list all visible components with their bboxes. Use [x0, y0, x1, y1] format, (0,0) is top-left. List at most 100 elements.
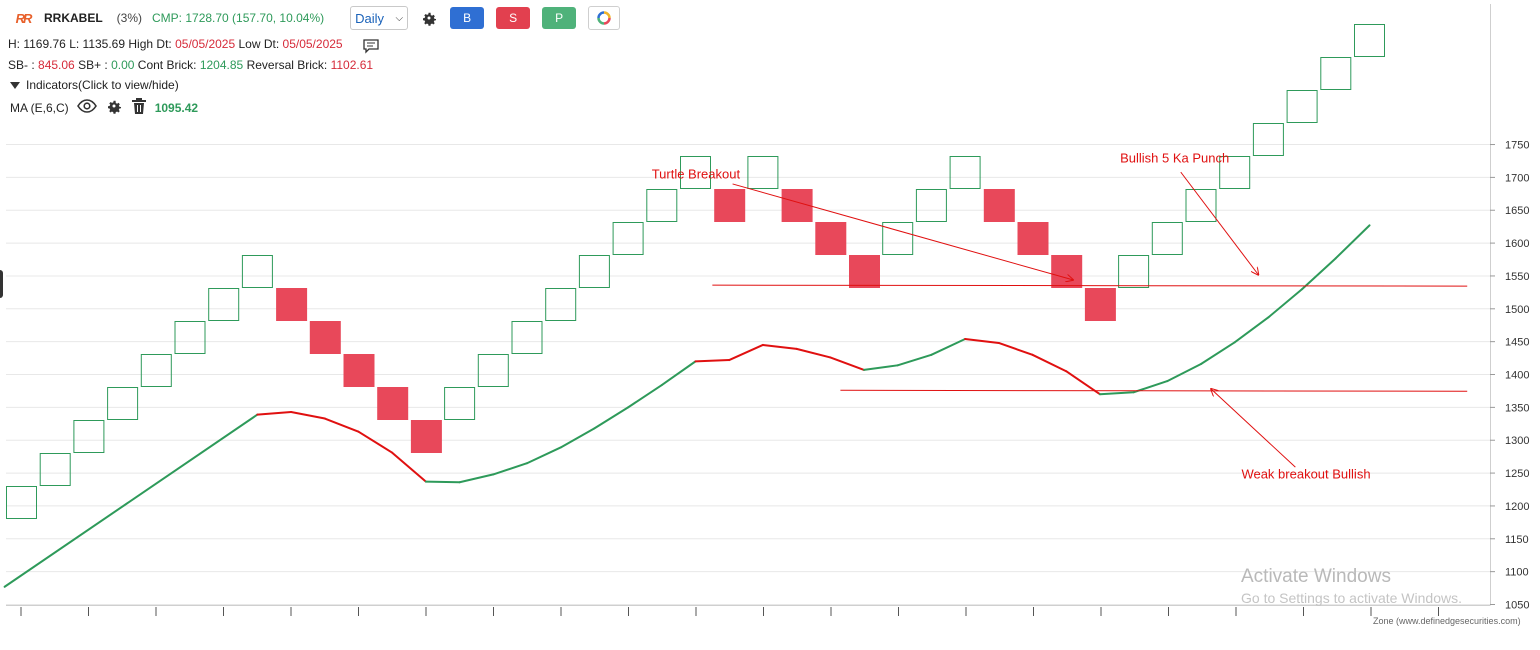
annotation-arrow — [1180, 171, 1259, 275]
up-brick — [578, 255, 610, 288]
indicators-toggle[interactable]: Indicators(Click to view/hide) — [10, 78, 179, 92]
high-label: H: — [8, 37, 20, 51]
ma-segment-up — [1098, 391, 1135, 396]
ma-segment-up — [896, 353, 933, 367]
up-brick — [1286, 90, 1318, 123]
down-brick — [815, 222, 847, 255]
y-tick-label: 1550 — [1505, 271, 1529, 283]
brick-percent: (3%) — [116, 11, 143, 25]
ma-segment-up — [526, 446, 562, 465]
sb-minus-value: 845.06 — [38, 58, 75, 72]
low-date: 05/05/2025 — [282, 37, 343, 51]
y-tick-label: 1300 — [1505, 435, 1529, 447]
up-brick — [140, 354, 172, 387]
ma-indicator-row: MA (E,6,C) 1095.42 — [10, 97, 198, 118]
chart-header: RR RRKABEL (3%) CMP: 1728.70 (157.70, 10… — [10, 6, 621, 30]
up-brick — [1354, 24, 1385, 57]
up-brick — [6, 486, 37, 519]
p-button[interactable]: P — [542, 7, 577, 29]
ma-segment-up — [1233, 316, 1270, 344]
up-brick — [208, 288, 240, 321]
ma-segment-up — [559, 427, 596, 449]
timeframe-value: Daily — [355, 10, 385, 26]
timeframe-select[interactable]: Daily ⌵ — [350, 6, 409, 30]
up-brick — [1118, 255, 1150, 288]
ma-segment-up — [1166, 363, 1202, 383]
up-brick — [1219, 156, 1251, 189]
y-tick-label: 1100 — [1505, 567, 1529, 579]
credit-text: Zone (www.definedgesecurities.com) — [1373, 616, 1521, 626]
ma-segment-down — [1031, 353, 1068, 373]
buy-button[interactable]: B — [450, 7, 485, 29]
brick-stats-row: SB- : 845.06 SB+ : 0.00 Cont Brick: 1204… — [8, 58, 373, 72]
ma-segment-down — [290, 410, 326, 420]
down-brick — [377, 387, 409, 420]
y-tick-label: 1150 — [1505, 534, 1529, 546]
down-brick — [276, 288, 308, 321]
reversal-brick-value: 1102.61 — [330, 58, 374, 72]
y-tick-label: 1450 — [1505, 337, 1529, 349]
triangle-down-icon — [10, 81, 20, 89]
trash-icon[interactable] — [131, 97, 147, 118]
panel-handle[interactable] — [0, 270, 3, 298]
color-wheel-icon[interactable] — [588, 6, 621, 30]
up-brick — [747, 156, 779, 189]
ma-segment-down — [391, 451, 427, 483]
ma-segment-down — [964, 338, 1000, 344]
up-brick — [1185, 189, 1217, 222]
ma-segment-down — [357, 430, 394, 454]
sb-minus-label: SB- : — [8, 58, 35, 72]
gear-icon[interactable] — [105, 97, 123, 118]
y-tick-label: 1250 — [1505, 468, 1529, 480]
ma-segment-up — [1200, 341, 1236, 366]
annotation-arrow — [732, 183, 1073, 280]
down-brick — [714, 189, 746, 222]
up-brick — [915, 189, 947, 222]
down-brick — [1084, 288, 1116, 321]
app-logo: RR — [15, 10, 33, 26]
ma-segment-up — [424, 480, 461, 484]
eye-icon[interactable] — [76, 99, 97, 116]
ma-segment-up — [627, 384, 663, 409]
up-brick — [444, 387, 476, 420]
sell-button[interactable]: S — [496, 7, 531, 29]
ma-segment-down — [795, 347, 832, 359]
down-brick — [1017, 222, 1049, 255]
ma-segment-down — [694, 359, 731, 363]
up-brick — [511, 321, 543, 354]
down-brick — [849, 255, 880, 288]
up-brick — [1320, 57, 1352, 90]
up-brick — [107, 387, 139, 420]
y-tick-label: 1750 — [1505, 140, 1529, 152]
gear-icon[interactable] — [420, 9, 438, 27]
annotation-label: Bullish 5 Ka Punch — [1120, 150, 1229, 165]
breakout-line — [840, 389, 1468, 392]
down-brick — [1051, 255, 1083, 288]
ma-segment-down — [323, 417, 360, 433]
watermark-title: Activate Windows — [1241, 566, 1391, 587]
comment-icon[interactable] — [362, 38, 380, 59]
cont-brick-value: 1204.85 — [199, 58, 244, 72]
up-brick — [241, 255, 273, 288]
ma-segment-down — [761, 343, 798, 350]
down-brick — [309, 321, 341, 354]
low-date-label: Low Dt: — [238, 37, 280, 51]
y-tick-label: 1700 — [1505, 172, 1529, 184]
ma-label: MA (E,6,C) — [10, 100, 69, 115]
up-brick — [174, 321, 206, 354]
indicators-label: Indicators(Click to view/hide) — [26, 78, 179, 92]
ma-segment-down — [256, 410, 293, 416]
y-tick-label: 1350 — [1505, 402, 1529, 414]
reversal-brick-label: Reversal Brick: — [246, 58, 328, 72]
ma-value: 1095.42 — [154, 100, 199, 115]
ma-segment-up — [3, 413, 259, 588]
down-brick — [410, 420, 442, 453]
sb-plus-label: SB+ : — [78, 58, 108, 72]
up-brick — [612, 222, 644, 255]
y-tick-label: 1650 — [1505, 205, 1529, 217]
down-brick — [343, 354, 375, 387]
breakout-line — [712, 284, 1468, 287]
ma-segment-down — [728, 343, 764, 362]
y-tick-label: 1400 — [1505, 370, 1529, 382]
